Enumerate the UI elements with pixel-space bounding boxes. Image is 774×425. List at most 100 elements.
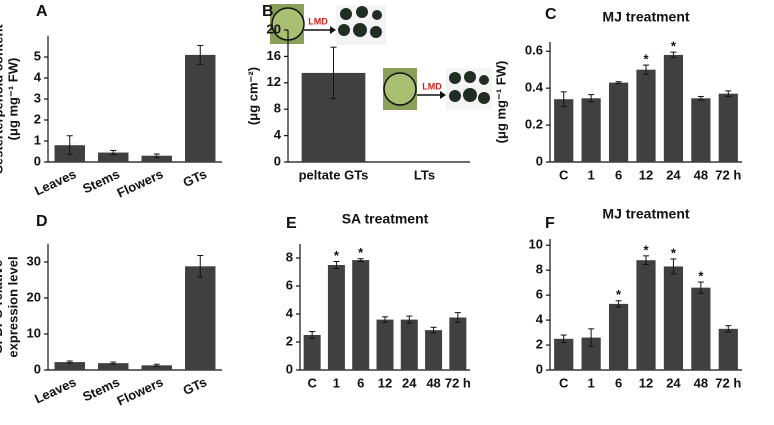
- bar: [449, 317, 467, 370]
- x-tick-label: Leaves: [32, 374, 78, 406]
- x-tick-label: Leaves: [32, 166, 78, 198]
- y-axis-label-part: relative: [0, 260, 5, 306]
- x-tick-label: 12: [378, 375, 392, 390]
- y-axis-label: expression level: [5, 256, 20, 357]
- x-tick-label: 72 h: [715, 167, 741, 182]
- y-tick-label: 0: [286, 361, 293, 376]
- bar: [98, 363, 129, 370]
- y-tick-label: 4: [274, 127, 282, 142]
- panel-label: D: [36, 213, 48, 230]
- bar: [581, 98, 601, 162]
- y-tick-label: 2: [34, 111, 41, 126]
- x-tick-label: 12: [639, 167, 653, 182]
- x-tick-label: 72 h: [445, 375, 471, 390]
- significance-label: *: [698, 268, 704, 283]
- y-tick-label: 0: [536, 361, 543, 376]
- x-tick-label: C: [559, 375, 569, 390]
- y-axis-label: GFDPS relative: [0, 260, 5, 354]
- x-tick-label: C: [559, 167, 569, 182]
- y-tick-label: 0.6: [525, 43, 543, 58]
- bar: [554, 338, 574, 370]
- y-tick-label: 5: [34, 48, 41, 63]
- bar: [718, 93, 738, 162]
- y-tick-label: 0: [34, 153, 41, 168]
- bar: [54, 362, 85, 370]
- x-tick-label: 24: [402, 375, 417, 390]
- lt-circle: [383, 72, 417, 106]
- y-axis-label: (μg mg⁻¹ FW): [493, 61, 508, 144]
- significance-label: *: [671, 39, 677, 54]
- significance-label: *: [643, 242, 649, 257]
- bar: [376, 319, 394, 370]
- x-tick-label: 1: [588, 167, 595, 182]
- y-tick-label: 0.2: [525, 117, 543, 132]
- y-axis-label: Sesterterpenoid content: [0, 24, 5, 174]
- y-tick-label: 8: [536, 262, 543, 277]
- bar: [718, 328, 738, 370]
- x-tick-label: 24: [666, 167, 681, 182]
- bar: [185, 266, 216, 370]
- y-tick-label: 20: [27, 289, 41, 304]
- y-axis-label: (μg mg⁻¹ FW): [5, 58, 20, 141]
- chart-title: MJ treatment: [602, 206, 689, 222]
- significance-label: *: [671, 245, 677, 260]
- x-tick-label: 72 h: [715, 375, 741, 390]
- bar: [691, 287, 711, 370]
- inset-label: LMD: [308, 16, 328, 26]
- bar: [581, 337, 601, 370]
- x-tick-label: peltate GTs: [299, 167, 369, 182]
- bar: [98, 152, 129, 162]
- y-tick-label: 0: [536, 153, 543, 168]
- y-tick-label: 16: [267, 48, 281, 63]
- x-tick-label: Flowers: [115, 166, 166, 200]
- y-tick-label: 10: [529, 237, 543, 252]
- panel-label: C: [545, 6, 557, 23]
- y-tick-label: 20: [267, 21, 281, 36]
- bar: [141, 365, 172, 370]
- y-tick-label: 8: [286, 249, 293, 264]
- y-tick-label: 12: [267, 74, 281, 89]
- bar: [663, 266, 684, 370]
- x-tick-label: 48: [426, 375, 440, 390]
- bar: [608, 303, 629, 370]
- y-tick-label: 0.4: [525, 80, 544, 95]
- x-tick-label: 6: [615, 375, 622, 390]
- y-axis-label: (μg cm⁻²): [245, 67, 260, 125]
- bar: [352, 260, 370, 370]
- bar: [400, 319, 418, 370]
- inset-label: LMD: [422, 81, 442, 91]
- y-tick-label: 30: [27, 253, 41, 268]
- x-tick-label: C: [307, 375, 317, 390]
- y-tick-label: 6: [536, 287, 543, 302]
- bar: [141, 155, 172, 162]
- bar: [608, 82, 629, 162]
- x-tick-label: 1: [588, 375, 595, 390]
- x-tick-label: LTs: [414, 167, 435, 182]
- arrow-head: [440, 91, 446, 99]
- x-tick-label: Stems: [80, 166, 122, 196]
- bar: [636, 260, 656, 370]
- panel-label: E: [286, 215, 297, 232]
- bar: [425, 330, 443, 370]
- x-tick-label: 6: [357, 375, 364, 390]
- y-tick-label: 0: [34, 361, 41, 376]
- y-tick-label: 10: [27, 325, 41, 340]
- x-tick-label: Flowers: [115, 374, 166, 408]
- x-tick-label: 6: [615, 167, 622, 182]
- significance-label: *: [616, 287, 622, 302]
- x-tick-label: 1: [333, 375, 340, 390]
- x-tick-label: GTs: [181, 374, 209, 398]
- y-tick-label: 0: [274, 153, 281, 168]
- bar: [327, 265, 345, 370]
- y-tick-label: 2: [286, 333, 293, 348]
- chart-title: SA treatment: [342, 211, 429, 227]
- bar: [303, 335, 321, 370]
- panel-label: F: [545, 215, 555, 232]
- significance-label: *: [358, 245, 364, 260]
- arrow-head: [330, 26, 336, 34]
- significance-label: *: [643, 52, 649, 67]
- x-tick-label: 12: [639, 375, 653, 390]
- y-axis-label-italic: GFDPS: [0, 309, 5, 354]
- y-tick-label: 1: [34, 132, 41, 147]
